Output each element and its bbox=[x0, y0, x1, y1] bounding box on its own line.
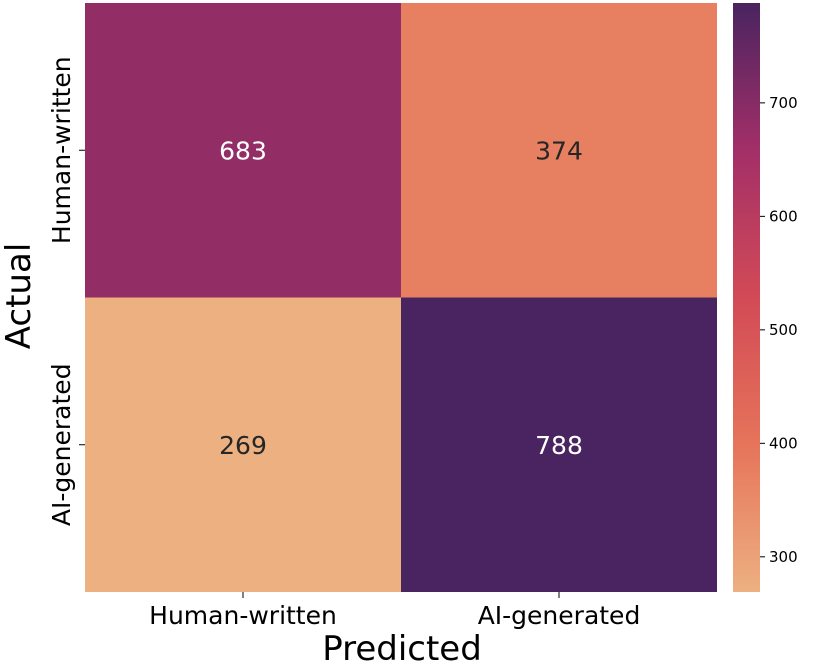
cell-value-label: 269 bbox=[219, 431, 267, 460]
cell-value-label: 683 bbox=[219, 136, 267, 165]
heatmap-cell bbox=[85, 297, 401, 592]
x-tick-label: Human-written bbox=[149, 601, 337, 630]
heatmap-cell bbox=[401, 297, 717, 592]
colorbar: 300 400 500 600 700 bbox=[733, 3, 798, 592]
colorbar-tick-label: 500 bbox=[769, 321, 798, 339]
y-axis-title: Actual bbox=[0, 243, 39, 350]
x-tick-label: AI-generated bbox=[478, 601, 641, 630]
colorbar-tick-label: 600 bbox=[769, 207, 798, 225]
colorbar-tick-label: 700 bbox=[769, 94, 798, 112]
y-axis-ticks: Human-written AI-generated bbox=[47, 56, 85, 526]
x-axis-title: Predicted bbox=[322, 629, 482, 663]
y-tick-label: Human-written bbox=[47, 56, 76, 244]
x-axis-ticks: Human-written AI-generated bbox=[149, 592, 640, 630]
y-tick-label: AI-generated bbox=[47, 363, 76, 526]
colorbar-tick-label: 300 bbox=[769, 548, 798, 566]
heatmap-cell bbox=[85, 3, 401, 298]
heatmap-cell bbox=[401, 3, 717, 298]
cell-value-label: 374 bbox=[535, 136, 583, 165]
colorbar-tick-label: 400 bbox=[769, 434, 798, 452]
heatmap-grid: 683 374 269 788 bbox=[85, 3, 717, 592]
colorbar-gradient bbox=[733, 3, 760, 592]
cell-value-label: 788 bbox=[535, 431, 583, 460]
